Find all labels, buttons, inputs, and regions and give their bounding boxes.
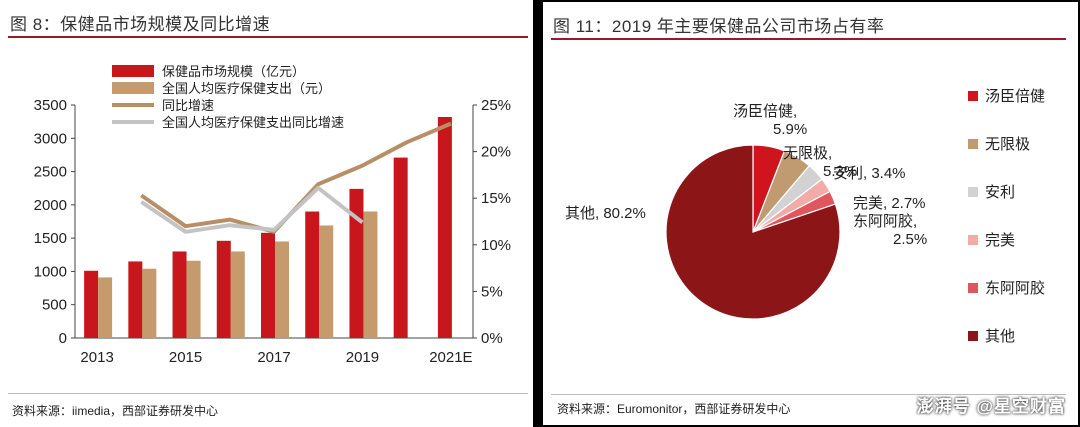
bar-per-capita-spend	[275, 241, 289, 338]
y-left-tick-label: 3000	[34, 130, 67, 147]
legend-label: 保健品市场规模（亿元）	[162, 64, 305, 79]
bar-market-size	[216, 240, 231, 338]
legend-swatch-dongeejiao	[968, 283, 978, 293]
y-left-tick-label: 500	[42, 297, 67, 314]
x-tick-label: 2017	[257, 349, 290, 366]
line-per-capita-growth	[140, 185, 364, 234]
pie-label-anli: 安利, 3.4%	[833, 165, 906, 182]
legend-label: 全国人均医疗保健支出同比增速	[162, 115, 344, 130]
bar-market-size	[393, 157, 408, 338]
bar-market-size	[349, 188, 364, 338]
right-source-rule	[551, 394, 1066, 395]
left-figure-title: 图 8：保健品市场规模及同比增速	[10, 15, 271, 34]
legend-label-dongeejiao: 东阿阿胶	[985, 280, 1045, 297]
legend-swatch-anli	[968, 187, 978, 197]
bar-per-capita-spend	[319, 225, 334, 338]
bar-per-capita-spend	[142, 268, 157, 338]
pie-label-dongeejiao: 东阿阿胶, 2.5%	[853, 213, 927, 248]
bar-market-size	[305, 211, 320, 338]
bar-per-capita-spend	[98, 277, 113, 338]
legend-label-tangchen: 汤臣倍健	[985, 88, 1045, 105]
right-figure: 图 11：2019 年主要保健品公司市场占有率 汤臣倍健, 5.9% 无限极, 5.3…	[541, 0, 1080, 427]
y-left-tick-label: 1000	[34, 263, 67, 280]
legend-label: 同比增速	[162, 98, 214, 113]
pie-label-wuxianji: 无限极, 5.3%	[783, 145, 857, 180]
left-title-rule	[8, 36, 528, 38]
left-chart: 0 500 1000 1500 2000 2500 3000 3500 0% 5% 10% 15% 20…	[34, 64, 511, 366]
y-right-tick-label: 0%	[481, 330, 503, 347]
bar-market-size	[261, 232, 275, 338]
legend-swatch	[112, 65, 154, 77]
pie-label-wanmei: 完美, 2.7%	[853, 195, 926, 212]
y-left-tick-label: 2000	[34, 197, 67, 214]
right-title-rule	[551, 38, 1066, 40]
legend-swatch-other	[968, 331, 978, 341]
bar-market-size	[84, 270, 99, 338]
pie-label-other: 其他, 80.2%	[565, 205, 646, 222]
x-tick-label: 2019	[346, 349, 379, 366]
legend-label-wuxianji: 无限极	[985, 136, 1030, 153]
bar-per-capita-spend	[230, 251, 245, 338]
x-tick-label: 2015	[169, 349, 202, 366]
y-right-tick-label: 10%	[481, 237, 511, 254]
bar-per-capita-spend	[363, 211, 378, 338]
y-right-tick-label: 15%	[481, 190, 511, 207]
pie-slice-other	[665, 144, 841, 320]
watermark-text: 澎湃号 @星空财富	[916, 397, 1066, 416]
right-chart: 汤臣倍健, 5.9% 无限极, 5.3%安利, 3.4% 完美, 2.7%东阿阿胶, 2.…	[565, 88, 1045, 345]
pie-label-tangchen: 汤臣倍健, 5.9%	[733, 103, 807, 138]
y-right-tick-label: 20%	[481, 144, 511, 161]
legend-label-wanmei: 完美	[985, 232, 1015, 249]
bar-market-size	[437, 116, 452, 339]
y-left-tick-label: 2500	[34, 164, 67, 181]
y-left-tick-label: 0	[59, 330, 67, 347]
x-tick-label: 2013	[80, 349, 113, 366]
legend-swatch	[112, 82, 154, 94]
y-right-tick-label: 5%	[481, 283, 503, 300]
y-left-tick-label: 1500	[34, 230, 67, 247]
bar-per-capita-spend	[186, 260, 201, 338]
y-left-tick-label: 3500	[34, 97, 67, 114]
legend-label: 全国人均医疗保健支出（元）	[162, 81, 331, 96]
x-tick-label: 2021E	[429, 349, 472, 366]
bar-market-size	[128, 261, 143, 338]
panel-divider	[533, 0, 541, 427]
left-figure: 图 8：保健品市场规模及同比增速 0 500 1000 1500 2000 2500 300…	[0, 0, 533, 427]
right-figure-title: 图 11：2019 年主要保健品公司市场占有率	[553, 17, 885, 36]
legend-label-anli: 安利	[985, 184, 1015, 201]
y-right-tick-label: 25%	[481, 97, 511, 114]
legend-swatch-tangchen	[968, 91, 978, 101]
legend-swatch-wanmei	[968, 235, 978, 245]
left-source: 资料来源：iimedia，西部证券研发中心	[12, 404, 219, 418]
legend-label-other: 其他	[985, 328, 1015, 345]
right-source: 资料来源：Euromonitor，西部证券研发中心	[557, 402, 791, 416]
legend-swatch-wuxianji	[968, 139, 978, 149]
bar-market-size	[172, 251, 187, 338]
left-source-rule	[8, 393, 528, 394]
